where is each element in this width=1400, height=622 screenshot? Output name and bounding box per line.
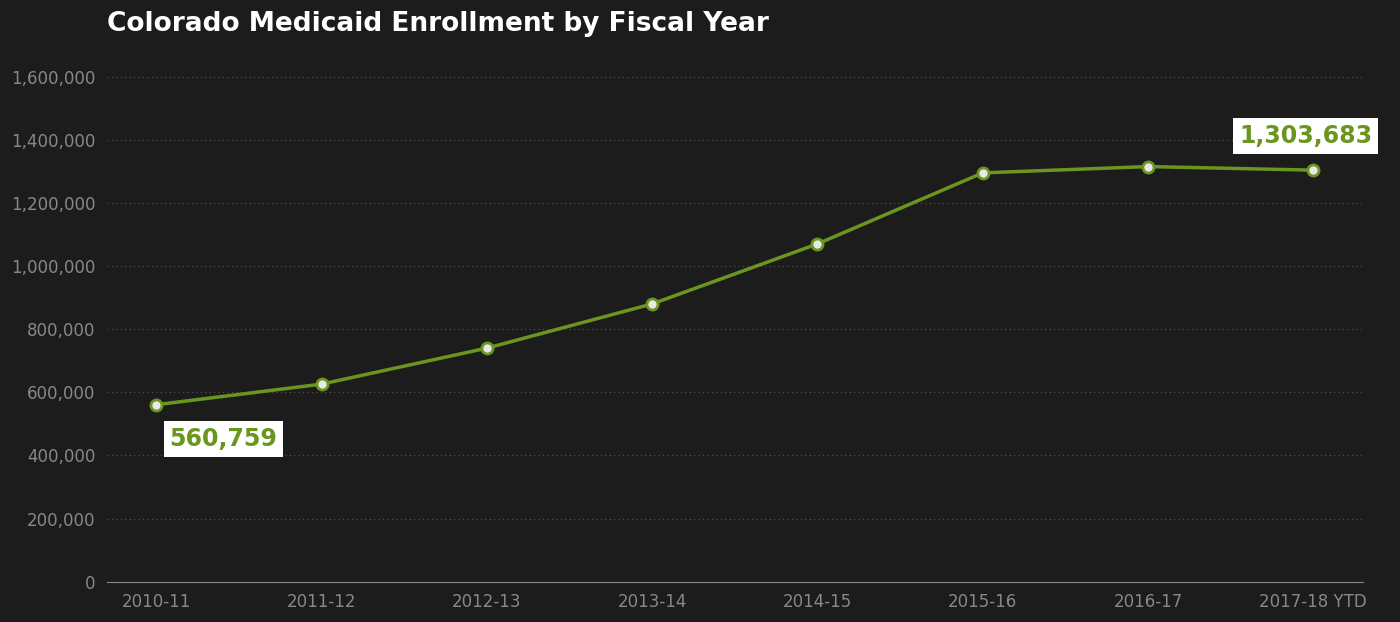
Text: 1,303,683: 1,303,683 [1239,124,1372,148]
Text: Colorado Medicaid Enrollment by Fiscal Year: Colorado Medicaid Enrollment by Fiscal Y… [106,11,769,37]
Text: 560,759: 560,759 [169,427,277,451]
